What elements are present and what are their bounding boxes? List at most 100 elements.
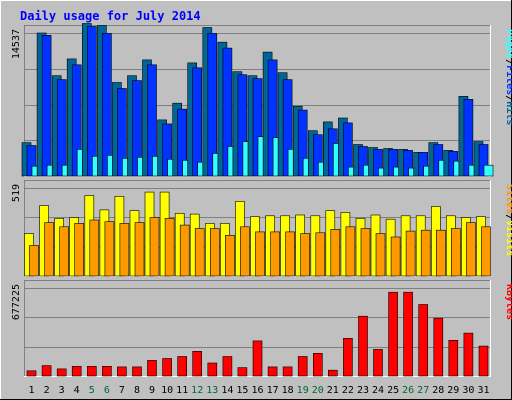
bar-sites-14: [225, 235, 235, 277]
legend-entry-kbytes: KBytes: [504, 284, 512, 320]
bar-sites-12: [194, 228, 205, 277]
legend-entry-pages: Pages: [504, 29, 512, 59]
bar-files-14: [222, 47, 233, 177]
x-tick-label: 15: [236, 385, 248, 396]
bar-files-10: [162, 123, 172, 177]
legend-separator: /: [504, 59, 512, 65]
legend-entry-sites: Sites: [504, 184, 512, 214]
bar-files-15: [237, 74, 248, 177]
bar-kbytes-19: [297, 356, 308, 377]
bar-sites-11: [179, 224, 190, 277]
x-tick-label: 22: [342, 385, 354, 396]
bar-files-26: [403, 150, 413, 177]
bar-files-22: [343, 122, 353, 177]
x-tick-label: 31: [477, 385, 489, 396]
bar-sites-4: [74, 223, 84, 277]
x-tick-label: 6: [104, 385, 110, 396]
bar-sites-6: [104, 221, 115, 277]
panel-kbytes: 677225 KBytes: [11, 280, 512, 377]
bar-kbytes-23: [358, 315, 368, 377]
bar-kbytes-22: [343, 337, 353, 377]
legend-separator: /: [504, 214, 512, 220]
bar-kbytes-21: [327, 369, 338, 377]
legend-separator: /: [504, 95, 512, 101]
x-tick-label: 29: [447, 385, 459, 396]
bar-files-12: [192, 67, 202, 177]
bar-kbytes-14: [222, 356, 233, 377]
x-tick-label: 24: [372, 385, 384, 396]
bar-kbytes-26: [403, 291, 413, 377]
bar-kbytes-5: [87, 365, 97, 377]
bar-sites-8: [134, 222, 145, 277]
x-tick-label: 21: [327, 385, 339, 396]
bar-kbytes-11: [177, 356, 187, 377]
bar-files-5: [87, 26, 97, 177]
bar-files-13: [207, 33, 218, 177]
bar-pages-31: [483, 164, 494, 177]
bar-kbytes-18: [282, 366, 293, 377]
x-tick-label: 19: [297, 385, 309, 396]
x-tick-label: 23: [357, 385, 369, 396]
bar-files-9: [147, 64, 157, 177]
x-tick-label: 11: [176, 385, 188, 396]
x-tick-label: 4: [74, 385, 80, 396]
x-tick-label: 18: [282, 385, 294, 396]
bar-files-16: [252, 78, 263, 177]
bar-sites-27: [420, 229, 431, 277]
bar-kbytes-3: [56, 368, 67, 377]
bar-files-2: [41, 34, 52, 177]
bar-kbytes-9: [147, 360, 157, 377]
bar-sites-24: [375, 233, 386, 277]
bar-sites-23: [360, 228, 371, 277]
y-max-label: 14537: [11, 29, 22, 59]
bar-kbytes-2: [41, 365, 52, 377]
bar-sites-18: [285, 231, 295, 277]
bar-kbytes-12: [192, 350, 202, 377]
bar-files-18: [282, 79, 293, 177]
bar-kbytes-13: [207, 362, 218, 377]
bar-kbytes-16: [252, 340, 263, 377]
x-tick-label: 16: [251, 385, 263, 396]
bar-files-24: [373, 149, 383, 177]
bar-kbytes-10: [162, 358, 172, 377]
bar-files-8: [132, 80, 142, 177]
bar-kbytes-25: [388, 291, 398, 377]
bar-files-27: [418, 152, 429, 177]
chart-panels: 14537Pages/Files/Hits519Sites/Visits6772…: [11, 23, 512, 377]
bar-files-11: [177, 108, 187, 177]
x-tick-label: 2: [44, 385, 50, 396]
bar-sites-19: [300, 233, 311, 277]
bar-files-25: [388, 149, 398, 177]
bar-sites-30: [466, 222, 476, 277]
x-tick-label: 13: [206, 385, 218, 396]
bar-sites-22: [345, 226, 356, 277]
series-legend-label: KBytes: [504, 284, 512, 320]
bar-sites-15: [240, 226, 250, 277]
bar-kbytes-29: [448, 339, 459, 377]
bar-files-1: [26, 145, 37, 177]
bar-files-20: [312, 134, 323, 177]
bar-sites-31: [481, 226, 491, 277]
bar-sites-29: [450, 228, 461, 277]
bar-files-3: [56, 79, 67, 177]
x-tick-label: 28: [432, 385, 444, 396]
x-tick-label: 5: [89, 385, 95, 396]
bar-files-30: [463, 99, 474, 177]
x-tick-label: 27: [417, 385, 429, 396]
bar-sites-5: [89, 219, 100, 277]
bar-files-23: [358, 146, 368, 177]
x-tick-label: 20: [312, 385, 324, 396]
bar-kbytes-1: [26, 370, 37, 377]
y-max-label: 677225: [11, 284, 22, 320]
bar-kbytes-4: [71, 365, 82, 377]
bar-kbytes-7: [117, 366, 127, 377]
bar-sites-1: [29, 245, 39, 277]
bar-kbytes-15: [237, 367, 248, 377]
x-tick-label: 8: [134, 385, 140, 396]
bar-files-19: [297, 109, 308, 177]
bar-sites-26: [405, 230, 416, 277]
bar-files-6: [102, 33, 112, 177]
bar-files-7: [117, 88, 127, 177]
x-tick-label: 17: [267, 385, 279, 396]
